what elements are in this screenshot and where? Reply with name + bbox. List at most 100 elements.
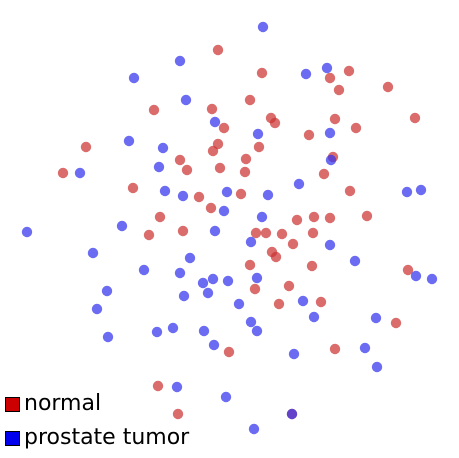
point-normal-29 [193,191,205,203]
point-normal-37 [260,227,272,239]
point-normal-16 [80,141,92,153]
point-normal-13 [350,122,362,134]
point-normal-19 [207,145,219,157]
point-prostate-tumor-13 [325,154,337,166]
point-prostate-tumor-56 [371,361,383,373]
point-prostate-tumor-14 [293,178,305,190]
point-normal-49 [249,283,261,295]
point-normal-7 [148,104,160,116]
point-normal-12 [329,113,341,125]
point-normal-48 [244,259,256,271]
point-prostate-tumor-15 [159,185,171,197]
point-prostate-tumor-7 [252,128,264,140]
point-normal-1 [343,65,355,77]
point-normal-31 [205,202,217,214]
point-prostate-tumor-44 [297,295,309,307]
point-normal-44 [276,228,288,240]
point-prostate-tumor-43 [233,298,245,310]
point-prostate-tumor-5 [180,94,192,106]
point-normal-56 [329,343,341,355]
point-normal-8 [206,103,218,115]
point-normal-47 [306,260,318,272]
point-normal-57 [152,380,164,392]
point-normal-17 [253,141,265,153]
point-prostate-tumor-49 [102,331,114,343]
point-prostate-tumor-58 [220,391,232,403]
point-prostate-tumor-25 [245,236,257,248]
point-prostate-tumor-28 [87,247,99,259]
point-prostate-tumor-4 [321,62,333,74]
point-normal-45 [287,238,299,250]
point-normal-55 [223,346,235,358]
point-prostate-tumor-47 [245,316,257,328]
point-normal-51 [273,298,285,310]
point-prostate-tumor-41 [91,303,103,315]
point-normal-33 [154,211,166,223]
point-normal-11 [218,122,230,134]
point-prostate-tumor-24 [209,225,221,237]
point-prostate-tumor-59 [248,423,260,435]
point-normal-25 [214,162,226,174]
point-prostate-tumor-22 [415,184,427,196]
point-normal-39 [308,211,320,223]
point-prostate-tumor-39 [426,273,438,285]
point-prostate-tumor-21 [401,186,413,198]
point-normal-58 [172,408,184,420]
point-normal-28 [127,182,139,194]
point-normal-27 [318,168,330,180]
point-prostate-tumor-17 [262,189,274,201]
point-prostate-tumor-26 [324,239,336,251]
point-normal-38 [291,214,303,226]
point-normal-40 [324,212,336,224]
legend-label-normal: normal [24,391,102,416]
point-prostate-tumor-6 [209,116,221,128]
point-normal-50 [283,280,295,292]
legend-swatch-prostate-tumor [5,430,20,446]
point-prostate-tumor-16 [221,186,233,198]
point-normal-20 [57,167,69,179]
point-prostate-tumor-18 [218,205,230,217]
point-prostate-tumor-10 [157,142,169,154]
point-prostate-tumor-11 [153,161,165,173]
point-prostate-tumor-54 [288,348,300,360]
point-prostate-tumor-38 [410,270,422,282]
series-prostate-tumor [21,21,438,435]
point-normal-15 [303,129,315,141]
point-normal-10 [269,117,281,129]
point-prostate-tumor-27 [21,226,33,238]
point-prostate-tumor-50 [151,326,163,338]
point-normal-36 [250,227,262,239]
point-prostate-tumor-1 [174,55,186,67]
point-prostate-tumor-42 [178,290,190,302]
legend-swatch-normal [5,396,20,412]
point-prostate-tumor-40 [101,285,113,297]
point-normal-32 [344,185,356,197]
point-prostate-tumor-35 [222,275,234,287]
point-prostate-tumor-19 [256,211,268,223]
point-prostate-tumor-29 [184,252,196,264]
point-normal-6 [244,94,256,106]
point-prostate-tumor-36 [251,272,263,284]
point-prostate-tumor-55 [359,342,371,354]
point-prostate-tumor-33 [197,277,209,289]
point-prostate-tumor-45 [308,311,320,323]
point-prostate-tumor-32 [207,273,219,285]
series-normal [57,44,421,420]
legend-item-normal: normal [5,387,189,421]
point-normal-14 [409,112,421,124]
point-prostate-tumor-3 [300,68,312,80]
legend-label-prostate-tumor: prostate tumor [24,425,190,450]
point-prostate-tumor-37 [349,255,361,267]
point-normal-53 [402,264,414,276]
point-normal-22 [181,164,193,176]
point-normal-3 [324,72,336,84]
point-prostate-tumor-34 [202,287,214,299]
point-normal-43 [270,251,282,263]
point-prostate-tumor-46 [370,312,382,324]
point-prostate-tumor-52 [198,325,210,337]
point-normal-0 [212,44,224,56]
point-normal-4 [333,84,345,96]
point-normal-24 [239,166,251,178]
point-prostate-tumor-0 [257,21,269,33]
